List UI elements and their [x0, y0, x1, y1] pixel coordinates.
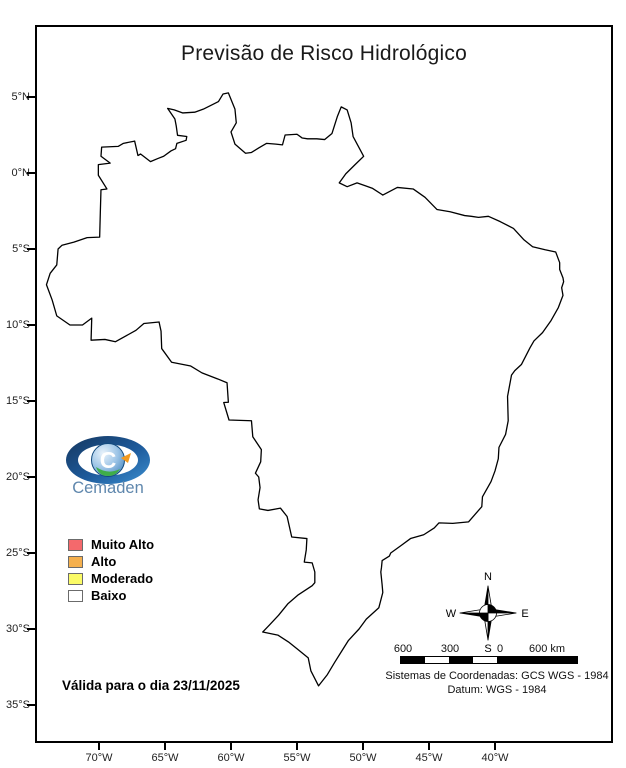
logo-wordmark: Cemaden: [72, 479, 144, 497]
lon-tick-mark: [362, 742, 364, 750]
legend-label: Alto: [91, 554, 117, 569]
logo-monogram: C: [100, 447, 117, 473]
legend-label: Baixo: [91, 588, 127, 603]
lon-tick-label: 45°W: [415, 752, 443, 764]
lon-tick-label: 40°W: [481, 752, 509, 764]
lat-tick-mark: [27, 324, 35, 326]
logo-green-swoosh: [96, 467, 120, 476]
legend-item: Muito Alto: [68, 536, 154, 553]
lat-tick-mark: [27, 172, 35, 174]
lat-tick-label: 5°N: [11, 91, 30, 103]
lat-tick-label: 30°S: [6, 623, 30, 635]
lon-tick-label: 65°W: [151, 752, 179, 764]
cemaden-logo: C Cemaden: [65, 435, 150, 497]
scale-bar-value: 600: [393, 643, 413, 655]
compass-label-w: W: [446, 608, 457, 620]
lon-tick-label: 60°W: [217, 752, 245, 764]
legend-label: Moderado: [91, 571, 154, 586]
lat-tick-mark: [27, 476, 35, 478]
lat-tick-mark: [27, 400, 35, 402]
lon-tick-mark: [164, 742, 166, 750]
lon-tick-label: 50°W: [349, 752, 377, 764]
compass-label-s: S: [484, 643, 491, 655]
lat-tick-mark: [27, 248, 35, 250]
legend-item: Baixo: [68, 587, 154, 604]
compass-label-n: N: [484, 571, 492, 583]
lon-tick-mark: [494, 742, 496, 750]
lat-tick-mark: [27, 704, 35, 706]
brazil-outline: [46, 93, 563, 686]
lon-tick-label: 55°W: [283, 752, 311, 764]
scale-bar: [400, 656, 578, 664]
lon-tick-mark: [296, 742, 298, 750]
lon-tick-mark: [98, 742, 100, 750]
datum-note: Datum: WGS - 1984: [447, 684, 547, 696]
lat-tick-label: 0°N: [11, 167, 30, 179]
lon-tick-mark: [428, 742, 430, 750]
legend-swatch: [68, 572, 83, 585]
lon-tick-label: 70°W: [85, 752, 113, 764]
legend-label: Muito Alto: [91, 537, 155, 552]
lat-tick-mark: [27, 628, 35, 630]
legend-item: Alto: [68, 553, 154, 570]
lat-tick-label: 25°S: [6, 547, 30, 559]
lat-tick-label: 35°S: [6, 699, 30, 711]
legend-item: Moderado: [68, 570, 154, 587]
lon-tick-mark: [230, 742, 232, 750]
scale-bar-value: 300: [440, 643, 460, 655]
lat-tick-label: 15°S: [6, 395, 30, 407]
lat-tick-label: 10°S: [6, 319, 30, 331]
risk-legend: Muito Alto Alto Moderado Baixo: [68, 536, 154, 604]
lat-tick-label: 5°S: [12, 243, 30, 255]
logo-eye-swoosh: [65, 435, 150, 485]
lat-tick-mark: [27, 552, 35, 554]
legend-swatch: [68, 538, 83, 551]
scale-bar-value: 600 km: [528, 643, 566, 655]
legend-swatch: [68, 589, 83, 602]
compass-rose: N S E W: [446, 571, 529, 655]
coordinate-system-note: Sistemas de Coordenadas: GCS WGS - 1984: [385, 670, 609, 682]
lat-tick-label: 20°S: [6, 471, 30, 483]
compass-label-e: E: [521, 608, 528, 620]
legend-swatch: [68, 555, 83, 568]
map-frame: [35, 25, 613, 743]
compass-hub: [487, 604, 497, 614]
logo-orange-swoosh: [121, 453, 131, 463]
lat-tick-mark: [27, 96, 35, 98]
page-title: Previsão de Risco Hidrológico: [181, 42, 467, 65]
validity-date: Válida para o dia 23/11/2025: [62, 678, 240, 693]
scale-bar-value: 0: [496, 643, 504, 655]
